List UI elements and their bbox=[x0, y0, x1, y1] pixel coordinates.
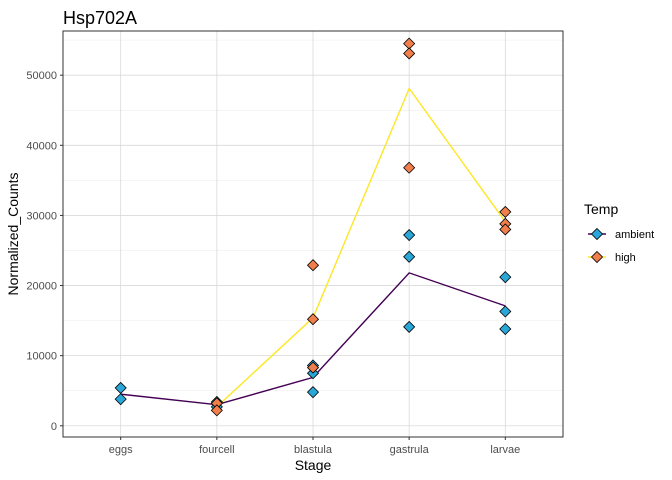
data-point-ambient bbox=[499, 271, 512, 284]
data-points bbox=[114, 37, 512, 417]
data-point-high bbox=[403, 161, 416, 174]
legend-label-high: high bbox=[615, 252, 636, 264]
x-tick-label: gastrula bbox=[390, 444, 430, 456]
data-point-ambient bbox=[306, 386, 320, 399]
y-tick-label: 30000 bbox=[26, 210, 57, 222]
data-point-high bbox=[306, 259, 320, 272]
y-tick-label: 10000 bbox=[26, 351, 57, 363]
chart-title: Hsp702A bbox=[63, 8, 137, 28]
data-point-ambient bbox=[114, 393, 127, 406]
data-point-high bbox=[306, 313, 320, 326]
legend-key-high bbox=[590, 250, 604, 264]
data-point-high bbox=[403, 47, 416, 60]
data-point-high bbox=[210, 404, 223, 417]
x-tick-label: blastula bbox=[294, 444, 333, 456]
x-axis-title: Stage bbox=[295, 457, 332, 473]
legend: Temp ambient high bbox=[584, 201, 654, 264]
data-point-high bbox=[306, 361, 320, 374]
legend-label-ambient: ambient bbox=[615, 229, 654, 241]
data-point-high bbox=[499, 205, 512, 218]
data-point-ambient bbox=[499, 305, 512, 318]
y-tick-label: 20000 bbox=[26, 281, 57, 293]
data-point-high bbox=[499, 223, 512, 236]
data-point-ambient bbox=[499, 322, 512, 336]
y-tick-label: 40000 bbox=[26, 140, 57, 152]
y-tick-label: 50000 bbox=[26, 70, 57, 82]
data-point-ambient bbox=[403, 320, 416, 333]
legend-title: Temp bbox=[584, 201, 618, 217]
mean-line-high bbox=[216, 87, 506, 408]
x-axis-ticks: eggs fourcell blastula gastrula larvae bbox=[109, 437, 520, 456]
y-tick-label: 0 bbox=[51, 421, 57, 433]
legend-key-ambient bbox=[590, 227, 604, 241]
x-tick-label: larvae bbox=[490, 444, 520, 456]
x-tick-label: fourcell bbox=[199, 444, 234, 456]
data-point-ambient bbox=[403, 228, 416, 242]
data-point-ambient bbox=[403, 250, 416, 263]
gridlines bbox=[63, 31, 563, 437]
y-axis-ticks: 0 10000 20000 30000 40000 50000 bbox=[26, 70, 63, 433]
y-axis-title: Normalized_Counts bbox=[5, 173, 21, 296]
x-tick-label: eggs bbox=[109, 444, 133, 456]
